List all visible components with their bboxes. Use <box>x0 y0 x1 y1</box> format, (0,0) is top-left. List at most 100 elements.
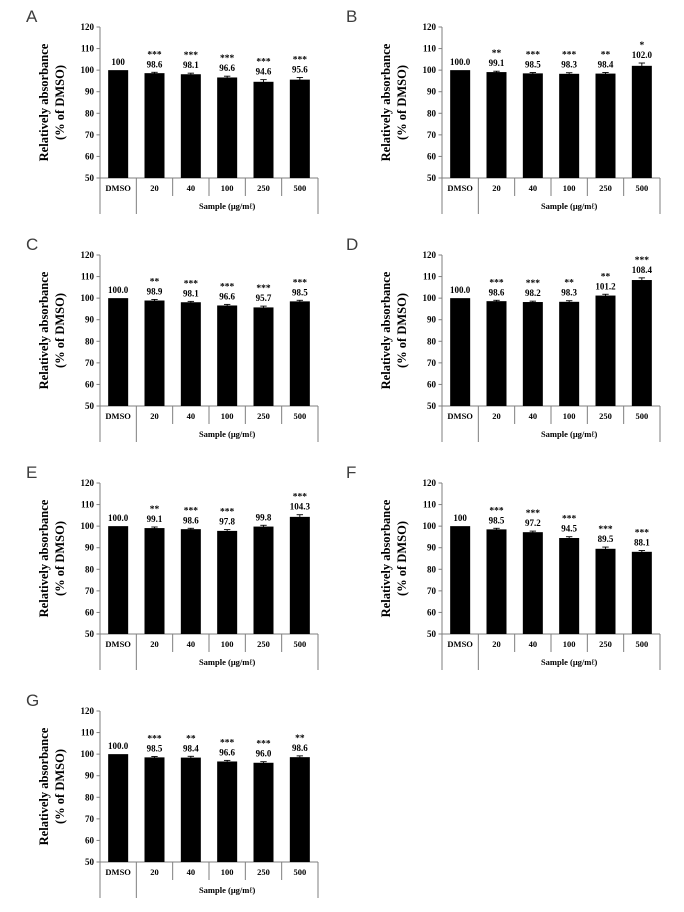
y-tick-label: 60 <box>85 379 95 389</box>
category-label: 20 <box>150 867 159 877</box>
sig-stars: ** <box>564 279 574 289</box>
y-tick-label: 70 <box>427 358 437 368</box>
x-axis-label: Sample (μg/mℓ) <box>199 657 256 667</box>
panel-letter: B <box>346 7 357 26</box>
y-tick-label: 60 <box>427 607 437 617</box>
value-label: 98.3 <box>561 60 577 70</box>
y-tick-label: 110 <box>81 44 95 54</box>
y-tick-label: 70 <box>85 586 95 596</box>
y-tick-label: 110 <box>81 272 95 282</box>
y-tick-label: 100 <box>423 521 437 531</box>
value-label: 94.6 <box>256 67 272 77</box>
x-axis-label: Sample (μg/mℓ) <box>541 201 598 211</box>
chart-panel-D: D Relatively absorbance (% of DMSO) 50 60 70 8… <box>342 228 684 456</box>
sig-stars: *** <box>635 256 650 266</box>
sig-stars: *** <box>184 51 199 61</box>
y-tick-label: 70 <box>85 130 95 140</box>
y-tick-label: 100 <box>423 293 437 303</box>
bar <box>217 77 238 178</box>
value-label: 98.5 <box>525 60 541 70</box>
value-label: 100.0 <box>108 285 129 295</box>
sig-stars: * <box>639 41 644 51</box>
sig-stars: *** <box>293 278 308 288</box>
x-axis-label: Sample (μg/mℓ) <box>199 429 256 439</box>
y-tick-label: 90 <box>427 315 437 325</box>
category-label: 500 <box>635 411 648 421</box>
sig-stars: *** <box>184 279 199 289</box>
bar <box>450 298 471 406</box>
category-label: 20 <box>150 639 159 649</box>
bar <box>253 81 274 178</box>
category-label: 500 <box>635 183 648 193</box>
bar <box>486 72 507 178</box>
bar-chart-F: F Relatively absorbance (% of DMSO) 50 60 70 8… <box>346 463 661 670</box>
sig-stars: *** <box>489 278 504 288</box>
bar <box>217 530 238 634</box>
sig-stars: *** <box>526 509 541 519</box>
sig-stars: *** <box>526 279 541 289</box>
bar <box>631 551 652 634</box>
value-label: 100.0 <box>450 285 471 295</box>
x-axis-label: Sample (μg/mℓ) <box>199 885 256 895</box>
sig-stars: *** <box>562 51 577 61</box>
y-axis-title: (% of DMSO) <box>53 749 67 824</box>
panel-letter: A <box>26 7 38 26</box>
value-label: 98.5 <box>292 287 308 297</box>
sig-stars: ** <box>601 272 611 282</box>
y-tick-label: 50 <box>427 401 437 411</box>
category-label: DMSO <box>447 411 473 421</box>
bar <box>522 532 543 634</box>
bar <box>559 73 580 178</box>
y-tick-label: 50 <box>85 173 95 183</box>
bar <box>144 757 165 862</box>
panel-letter: E <box>26 463 37 482</box>
category-label: 100 <box>563 639 576 649</box>
y-tick-label: 70 <box>427 130 437 140</box>
bar <box>595 548 616 634</box>
panel-letter: F <box>346 463 356 482</box>
value-label: 98.9 <box>147 286 163 296</box>
bar <box>289 757 310 862</box>
y-tick-label: 120 <box>81 22 95 32</box>
chart-panel-A: A Relatively absorbance (% of DMSO) 50 60 70 8… <box>0 0 342 228</box>
value-label: 102.0 <box>632 50 653 60</box>
sig-stars: ** <box>492 49 502 59</box>
bar <box>289 301 310 406</box>
panel-letter: C <box>26 235 38 254</box>
bar <box>631 65 652 178</box>
value-label: 100.0 <box>108 513 129 523</box>
y-tick-label: 110 <box>81 728 95 738</box>
bar <box>180 529 201 634</box>
category-label: DMSO <box>105 639 131 649</box>
y-tick-label: 120 <box>81 250 95 260</box>
category-label: 20 <box>492 639 501 649</box>
bar <box>180 757 201 862</box>
value-label: 98.4 <box>183 743 199 753</box>
bar-chart-B: B Relatively absorbance (% of DMSO) 50 60 70 8… <box>346 7 661 214</box>
y-tick-label: 50 <box>85 857 95 867</box>
y-tick-label: 60 <box>427 151 437 161</box>
sig-stars: *** <box>635 529 650 539</box>
category-label: 250 <box>599 411 612 421</box>
category-label: 100 <box>221 867 234 877</box>
category-label: 40 <box>187 867 196 877</box>
category-label: 100 <box>563 183 576 193</box>
value-label: 98.6 <box>489 287 505 297</box>
bar <box>450 70 471 178</box>
y-tick-label: 90 <box>85 771 95 781</box>
category-label: 500 <box>293 411 306 421</box>
value-label: 98.3 <box>561 288 577 298</box>
sig-stars: *** <box>220 738 235 748</box>
y-tick-label: 70 <box>427 586 437 596</box>
bar <box>486 529 507 634</box>
y-tick-label: 90 <box>85 87 95 97</box>
value-label: 96.6 <box>219 63 235 73</box>
y-tick-label: 50 <box>427 629 437 639</box>
value-label: 98.5 <box>147 744 163 754</box>
bar <box>559 301 580 406</box>
category-label: 20 <box>492 183 501 193</box>
y-tick-label: 50 <box>85 629 95 639</box>
category-label: 100 <box>563 411 576 421</box>
sig-stars: *** <box>256 284 271 294</box>
